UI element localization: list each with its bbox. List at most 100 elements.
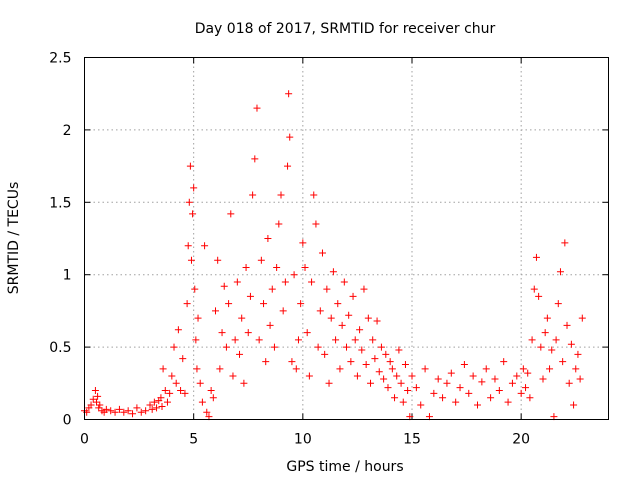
data-point bbox=[288, 358, 296, 366]
data-point bbox=[478, 378, 486, 386]
data-point bbox=[578, 314, 586, 322]
data-point bbox=[246, 292, 254, 300]
data-point bbox=[201, 242, 209, 250]
data-point bbox=[170, 343, 178, 351]
data-point bbox=[447, 369, 455, 377]
data-point bbox=[491, 375, 499, 383]
data-point bbox=[469, 372, 477, 380]
data-point bbox=[166, 389, 174, 397]
data-point bbox=[260, 300, 268, 308]
data-point bbox=[504, 398, 512, 406]
y-tick-label: 1 bbox=[63, 268, 72, 284]
data-point bbox=[522, 384, 530, 392]
data-point bbox=[196, 379, 204, 387]
data-point bbox=[236, 350, 244, 358]
data-point bbox=[487, 394, 495, 402]
data-point bbox=[148, 405, 156, 413]
data-point bbox=[524, 369, 532, 377]
data-point bbox=[537, 343, 545, 351]
data-point bbox=[388, 365, 396, 373]
data-point bbox=[194, 314, 202, 322]
data-point bbox=[229, 372, 237, 380]
data-point bbox=[318, 249, 326, 257]
data-point bbox=[340, 278, 348, 286]
data-point bbox=[93, 398, 101, 406]
data-point bbox=[456, 384, 464, 392]
data-point bbox=[546, 365, 554, 373]
data-point bbox=[386, 358, 394, 366]
data-point bbox=[290, 271, 298, 279]
y-tick-label: 2 bbox=[63, 123, 72, 139]
data-point bbox=[552, 336, 560, 344]
data-point bbox=[375, 368, 383, 376]
data-point bbox=[567, 340, 575, 348]
data-point bbox=[574, 350, 582, 358]
data-point bbox=[358, 346, 366, 354]
data-point bbox=[384, 384, 392, 392]
data-point bbox=[266, 321, 274, 329]
data-point bbox=[543, 314, 551, 322]
data-point bbox=[517, 389, 525, 397]
data-point bbox=[539, 375, 547, 383]
data-point bbox=[404, 387, 412, 395]
x-tick-label: 10 bbox=[294, 432, 312, 448]
data-point bbox=[185, 198, 193, 206]
data-point bbox=[158, 402, 166, 410]
data-points bbox=[81, 90, 586, 421]
data-point bbox=[115, 405, 123, 413]
data-point bbox=[89, 395, 97, 403]
data-point bbox=[338, 321, 346, 329]
data-point bbox=[146, 401, 154, 409]
data-point bbox=[443, 379, 451, 387]
y-tick-label: 2.5 bbox=[49, 51, 71, 67]
data-point bbox=[299, 239, 307, 247]
data-point bbox=[214, 256, 222, 264]
data-point bbox=[336, 365, 344, 373]
data-point bbox=[253, 104, 261, 112]
data-point bbox=[222, 343, 230, 351]
data-point bbox=[129, 410, 137, 418]
data-point bbox=[192, 336, 200, 344]
data-point bbox=[382, 350, 390, 358]
data-point bbox=[190, 184, 198, 192]
data-point bbox=[292, 365, 300, 373]
y-axis-ticks: 0 0.5 1 1.5 2 2.5 bbox=[49, 51, 609, 429]
data-point bbox=[325, 379, 333, 387]
data-point bbox=[184, 242, 192, 250]
data-point bbox=[353, 372, 361, 380]
data-point bbox=[526, 394, 534, 402]
data-point bbox=[294, 336, 302, 344]
data-point bbox=[452, 398, 460, 406]
y-axis-label: SRMTID / TECUs bbox=[6, 182, 22, 295]
data-point bbox=[120, 408, 128, 416]
data-point bbox=[308, 278, 316, 286]
data-point bbox=[220, 282, 228, 290]
data-point bbox=[513, 372, 521, 380]
data-point bbox=[559, 358, 567, 366]
data-point bbox=[360, 285, 368, 293]
data-point bbox=[329, 268, 337, 276]
data-point bbox=[421, 365, 429, 373]
data-point bbox=[460, 360, 468, 368]
data-point bbox=[95, 404, 103, 412]
data-point bbox=[297, 300, 305, 308]
data-point bbox=[150, 398, 158, 406]
data-point bbox=[251, 155, 259, 163]
data-point bbox=[312, 220, 320, 228]
x-tick-label: 20 bbox=[512, 432, 530, 448]
data-point bbox=[168, 372, 176, 380]
y-tick-label: 0.5 bbox=[49, 340, 71, 356]
data-point bbox=[262, 358, 270, 366]
data-point bbox=[107, 407, 115, 415]
data-point bbox=[207, 387, 215, 395]
data-point bbox=[550, 413, 558, 421]
data-point bbox=[124, 407, 132, 415]
data-point bbox=[209, 394, 217, 402]
data-point bbox=[102, 405, 110, 413]
data-point bbox=[572, 365, 580, 373]
data-point bbox=[179, 355, 187, 363]
data-point bbox=[474, 401, 481, 409]
data-point bbox=[556, 268, 564, 276]
data-point bbox=[397, 379, 405, 387]
chart-title: Day 018 of 2017, SRMTID for receiver chu… bbox=[195, 21, 496, 37]
